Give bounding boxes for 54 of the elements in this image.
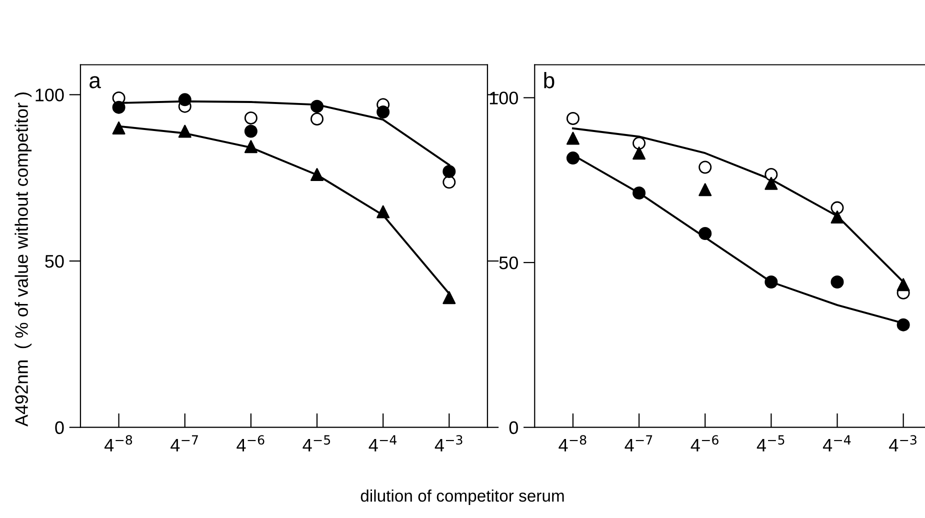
point (632, 146, 646, 160)
point (632, 186, 646, 200)
point (178, 124, 192, 138)
point (698, 227, 712, 240)
point (442, 165, 456, 178)
point (764, 275, 778, 288)
point (830, 275, 844, 288)
point (698, 183, 712, 196)
y-tick-label: 50 (45, 254, 64, 268)
x-tick-label: 4$^{−3}$ (889, 435, 916, 452)
point (698, 160, 712, 174)
point (376, 105, 390, 118)
point (830, 210, 844, 224)
chart-title: a (90, 76, 101, 88)
point (112, 100, 126, 114)
y-tick-label: 0 (55, 421, 64, 434)
point (376, 205, 390, 218)
x-tick-label: 4$^{−8}$ (104, 435, 132, 452)
point (442, 291, 456, 304)
x-axis-title: dilution of competitor serum (360, 490, 564, 506)
x-tick-label: 4$^{−5}$ (756, 435, 784, 452)
y-tick-label: 100 (490, 92, 518, 104)
x-tick-label: 4$^{−5}$ (302, 435, 330, 452)
point (178, 93, 192, 106)
x-tick-label: 4$^{−4}$ (368, 435, 397, 452)
point (310, 100, 324, 113)
point (896, 318, 910, 332)
point (244, 111, 258, 124)
y-tick-label: 0 (509, 421, 518, 434)
x-tick-label: 4$^{−4}$ (822, 435, 851, 452)
point (764, 168, 778, 182)
point (566, 132, 580, 145)
x-tick-label: 4$^{−7}$ (170, 435, 198, 452)
y-tick-label: 100 (36, 88, 64, 102)
y-tick-label: 50 (499, 256, 518, 270)
point (310, 112, 324, 126)
point (566, 112, 580, 125)
x-tick-label: 4$^{−6}$ (236, 435, 264, 452)
point (632, 136, 646, 150)
point (244, 124, 258, 138)
x-tick-label: 4$^{−3}$ (434, 435, 462, 452)
chart-title: b (544, 72, 554, 88)
point (442, 176, 456, 189)
point (830, 201, 844, 214)
point (310, 168, 324, 182)
point (244, 140, 258, 154)
point (566, 152, 580, 165)
x-tick-label: 4$^{−8}$ (558, 435, 586, 452)
y-axis-title: A492nm ( % of value without competitor ) (14, 92, 32, 427)
point (112, 121, 126, 134)
point (764, 176, 778, 190)
point (896, 278, 910, 292)
x-tick-label: 4$^{−7}$ (624, 435, 652, 452)
x-tick-label: 4$^{−6}$ (690, 435, 718, 452)
